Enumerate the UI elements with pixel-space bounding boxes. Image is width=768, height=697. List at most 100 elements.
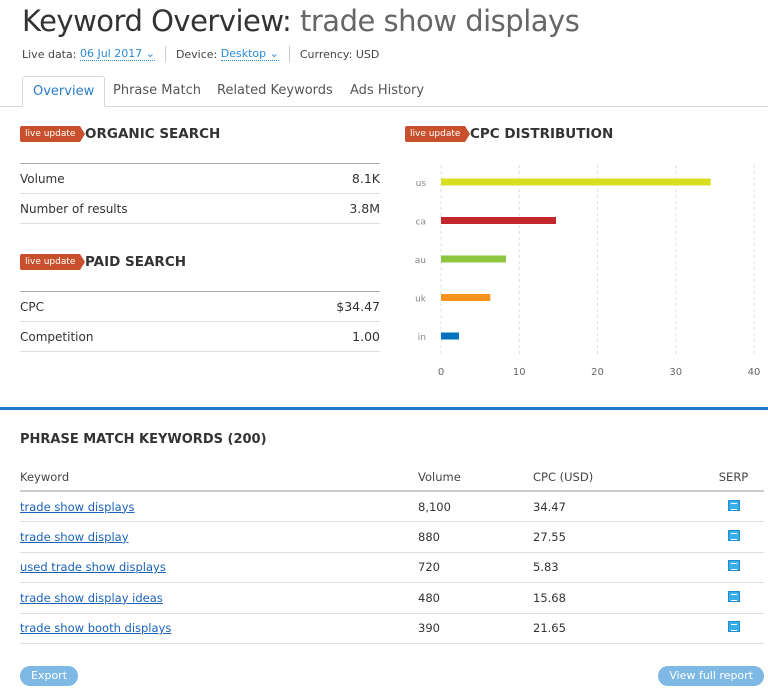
currency: Currency: USD bbox=[299, 47, 380, 61]
table-row: used trade show displays 720 5.83 bbox=[20, 552, 764, 583]
table-row: trade show display 880 27.55 bbox=[20, 521, 764, 553]
serp-icon[interactable] bbox=[727, 621, 740, 633]
x-tick-label: 30 bbox=[669, 367, 682, 378]
volume-cell: 720 bbox=[418, 552, 533, 583]
device-label: Device: bbox=[175, 47, 218, 61]
x-tick-label: 10 bbox=[513, 367, 526, 378]
serp-cell bbox=[703, 552, 764, 583]
section-divider bbox=[0, 407, 768, 410]
keyword-cell: trade show booth displays bbox=[20, 613, 418, 644]
phrase-table: Keyword Volume CPC (USD) SERP trade show… bbox=[20, 463, 764, 644]
cpc-chart: 0 10 20 30 40 us ca au uk in bbox=[415, 165, 761, 378]
table-row: trade show displays 8,100 34.47 bbox=[20, 491, 764, 522]
volume-cell: 880 bbox=[418, 521, 533, 553]
volume-cell: 480 bbox=[418, 582, 533, 614]
col-cpc: CPC (USD) bbox=[533, 463, 703, 492]
label: Volume bbox=[20, 172, 65, 186]
tab-related-keywords[interactable]: Related Keywords bbox=[217, 83, 333, 98]
bar-ca bbox=[441, 217, 557, 224]
keyword-link[interactable]: used trade show displays bbox=[20, 560, 166, 575]
bar-in bbox=[441, 332, 459, 340]
serp-icon[interactable] bbox=[727, 590, 740, 602]
label: Competition bbox=[20, 330, 94, 344]
cpc-cell: 5.83 bbox=[533, 552, 703, 583]
organic-title: ORGANIC SEARCH bbox=[85, 126, 221, 142]
keyword-link[interactable]: trade show display ideas bbox=[20, 590, 163, 605]
export-button[interactable]: Export bbox=[20, 666, 79, 686]
cpc-cell: 21.65 bbox=[533, 613, 703, 644]
device-dropdown[interactable]: Desktop ⌄ bbox=[220, 47, 279, 61]
serp-cell bbox=[703, 491, 764, 522]
col-volume: Volume bbox=[418, 463, 533, 492]
serp-icon[interactable] bbox=[727, 499, 740, 511]
cpc-cell: 27.55 bbox=[533, 521, 703, 553]
tab-overview[interactable]: Overview bbox=[22, 76, 106, 107]
volume-cell: 390 bbox=[418, 613, 533, 644]
keyword-link[interactable]: trade show displays bbox=[20, 499, 135, 514]
keyword-link[interactable]: trade show booth displays bbox=[20, 621, 172, 636]
serp-icon[interactable] bbox=[727, 529, 740, 541]
cpc-title: CPC DISTRIBUTION bbox=[470, 126, 614, 142]
y-tick-label: in bbox=[418, 333, 426, 343]
col-keyword: Keyword bbox=[20, 463, 418, 492]
keyword-cell: trade show display bbox=[20, 521, 418, 553]
value: 3.8M bbox=[349, 201, 380, 216]
organic-row-volume: Volume 8.1K bbox=[20, 164, 380, 194]
volume-cell: 8,100 bbox=[418, 491, 533, 522]
tab-ads-history[interactable]: Ads History bbox=[350, 83, 425, 98]
tab-phrase-match[interactable]: Phrase Match bbox=[113, 83, 201, 98]
keyword-cell: used trade show displays bbox=[20, 552, 418, 583]
paid-row-competition: Competition 1.00 bbox=[20, 322, 380, 352]
tab-bar: Overview Phrase Match Related Keywords A… bbox=[0, 76, 768, 107]
device-value: Desktop bbox=[220, 47, 267, 60]
divider bbox=[20, 163, 380, 164]
bar-au bbox=[441, 255, 506, 263]
table-header: Keyword Volume CPC (USD) SERP bbox=[20, 463, 764, 492]
divider bbox=[164, 46, 166, 62]
view-full-report-button[interactable]: View full report bbox=[658, 666, 764, 686]
serp-cell bbox=[703, 582, 764, 614]
y-tick-label: ca bbox=[416, 218, 426, 228]
value: $34.47 bbox=[336, 299, 380, 314]
keyword-cell: trade show displays bbox=[20, 491, 418, 522]
title-prefix: Keyword Overview: bbox=[22, 4, 292, 38]
organic-row-results: Number of results 3.8M bbox=[20, 194, 380, 224]
paid-row-cpc: CPC $34.47 bbox=[20, 292, 380, 322]
live-update-badge: live update bbox=[20, 254, 86, 270]
y-tick-label: uk bbox=[415, 295, 427, 305]
table-row: trade show booth displays 390 21.65 bbox=[20, 613, 764, 644]
date-dropdown[interactable]: 06 Jul 2017 ⌄ bbox=[79, 47, 155, 61]
live-update-badge: live update bbox=[20, 126, 86, 142]
serp-icon[interactable] bbox=[727, 560, 740, 572]
keyword-link[interactable]: trade show display bbox=[20, 529, 129, 544]
phrase-title: PHRASE MATCH KEYWORDS (200) bbox=[20, 432, 267, 447]
bar-us bbox=[441, 178, 711, 186]
y-tick-label: au bbox=[415, 256, 426, 266]
col-serp: SERP bbox=[703, 463, 764, 492]
date-value: 06 Jul 2017 bbox=[79, 47, 143, 60]
serp-cell bbox=[703, 613, 764, 644]
label: CPC bbox=[20, 300, 44, 314]
live-update-badge: live update bbox=[405, 126, 471, 142]
chevron-down-icon: ⌄ bbox=[145, 47, 155, 60]
keyword-cell: trade show display ideas bbox=[20, 582, 418, 614]
cpc-cell: 34.47 bbox=[533, 491, 703, 522]
value: 8.1K bbox=[351, 171, 380, 186]
filters: Live data: 06 Jul 2017 ⌄ Device: Desktop… bbox=[22, 46, 379, 62]
x-tick-label: 40 bbox=[748, 367, 761, 378]
chevron-down-icon: ⌄ bbox=[269, 47, 279, 60]
cpc-cell: 15.68 bbox=[533, 582, 703, 614]
serp-cell bbox=[703, 521, 764, 553]
divider bbox=[288, 46, 290, 62]
value: 1.00 bbox=[352, 329, 380, 344]
paid-title: PAID SEARCH bbox=[85, 254, 187, 270]
keyword: trade show displays bbox=[300, 4, 580, 38]
x-tick-label: 0 bbox=[438, 367, 444, 378]
x-tick-label: 20 bbox=[591, 367, 604, 378]
table-row: trade show display ideas 480 15.68 bbox=[20, 582, 764, 614]
label: Number of results bbox=[20, 202, 128, 216]
page-title: Keyword Overview: trade show displays bbox=[22, 4, 580, 38]
y-tick-label: us bbox=[416, 179, 427, 189]
bar-uk bbox=[441, 294, 491, 301]
live-data-label: Live data: bbox=[22, 47, 77, 61]
